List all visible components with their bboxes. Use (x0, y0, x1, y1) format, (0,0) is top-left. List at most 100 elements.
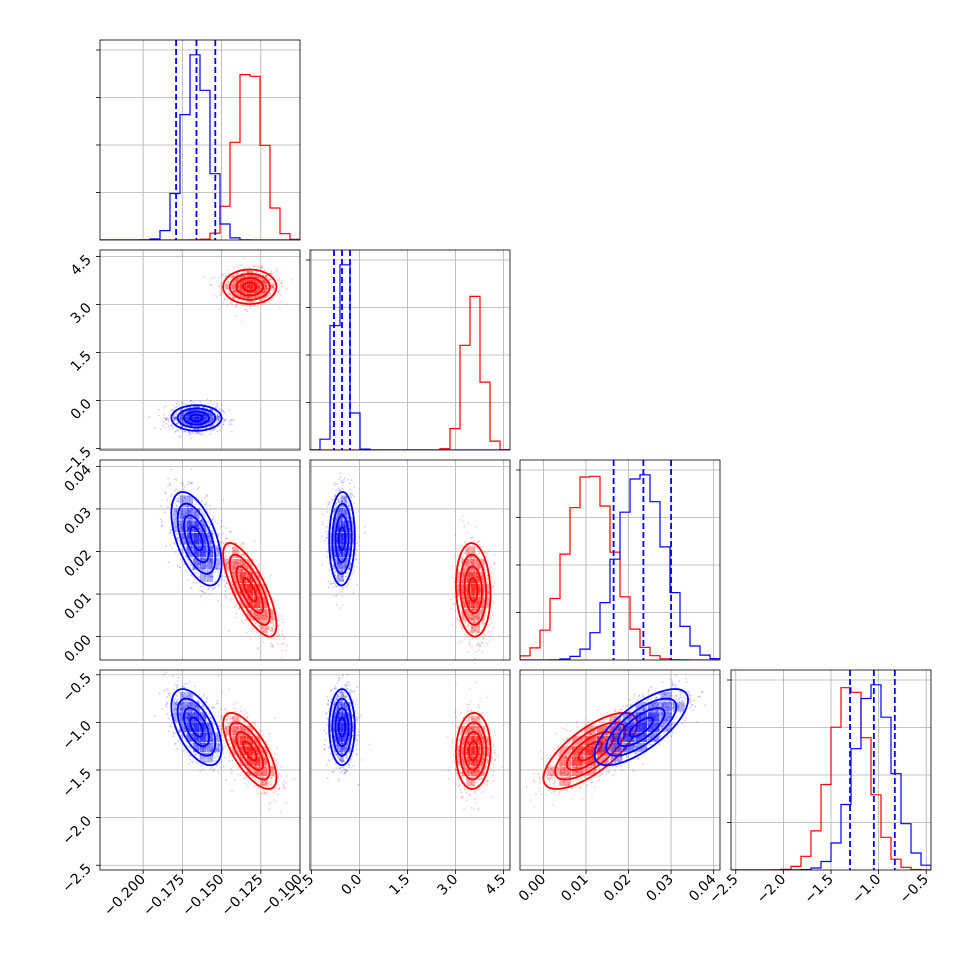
sample-point (479, 644, 482, 647)
sample-point (459, 518, 462, 521)
density-cell (200, 557, 207, 570)
sample-point (243, 543, 245, 545)
density-cell (200, 570, 207, 582)
density-cell (200, 545, 207, 558)
sample-point (252, 619, 255, 621)
sample-point (177, 496, 180, 499)
sample-point (271, 629, 274, 632)
sample-point (344, 499, 347, 502)
sample-point (226, 300, 229, 302)
sample-point (265, 285, 267, 287)
sample-point (180, 512, 183, 515)
sample-point (479, 610, 482, 613)
sample-point (465, 608, 468, 611)
sample-point (204, 577, 206, 580)
sample-point (286, 644, 289, 647)
sample-point (200, 590, 203, 593)
sample-point (209, 575, 212, 577)
sample-point (343, 509, 346, 512)
sample-point (347, 583, 349, 586)
sample-point (484, 634, 486, 636)
sample-point (487, 590, 490, 593)
sample-point (490, 573, 493, 575)
sample-point (278, 308, 281, 310)
sample-point (239, 295, 242, 297)
sample-point (205, 423, 208, 426)
sample-point (183, 563, 186, 565)
sample-point (240, 569, 242, 572)
density-cell (471, 583, 476, 596)
sample-point (216, 534, 219, 536)
sample-point (235, 583, 238, 586)
sample-point (221, 519, 224, 522)
density-cell (484, 596, 490, 609)
sample-point (270, 627, 273, 629)
sample-point (263, 615, 266, 618)
sample-point (235, 290, 238, 293)
density-cell (466, 571, 471, 584)
density-cell (206, 557, 213, 570)
sample-point (175, 504, 178, 507)
sample-point (358, 536, 361, 539)
sample-point (215, 415, 218, 417)
sample-point (181, 417, 184, 420)
sample-point (270, 299, 273, 302)
sample-point (216, 563, 219, 566)
density-cell (225, 559, 232, 571)
sample-point (476, 559, 478, 562)
sample-point (467, 532, 470, 534)
sample-point (176, 564, 179, 567)
sample-point (242, 271, 245, 273)
sample-point (210, 550, 212, 553)
sample-point (191, 508, 194, 511)
sample-point (216, 417, 218, 420)
sample-point (190, 517, 192, 520)
sample-point (182, 552, 185, 554)
sample-point (165, 492, 167, 495)
sample-point (193, 561, 196, 563)
sample-point (238, 569, 240, 571)
sample-point (355, 558, 357, 561)
sample-point (218, 307, 221, 310)
sample-point (178, 523, 181, 526)
contour-line (176, 502, 217, 575)
sample-point (240, 304, 243, 307)
sample-point (229, 302, 232, 304)
density-cell (461, 571, 467, 584)
sample-point (198, 563, 201, 566)
sample-point (463, 552, 466, 554)
sample-point (181, 526, 184, 529)
sample-point (461, 594, 463, 596)
sample-point (243, 563, 246, 565)
sample-point (234, 582, 237, 584)
sample-point (224, 590, 227, 592)
sample-point (239, 277, 242, 280)
sample-point (225, 537, 228, 540)
sample-point (247, 274, 250, 277)
sample-point (191, 559, 194, 561)
sample-point (217, 585, 220, 588)
sample-point (264, 302, 267, 305)
sample-point (174, 510, 177, 513)
sample-point (210, 558, 212, 561)
sample-point (177, 429, 179, 431)
sample-point (223, 285, 226, 287)
sample-point (257, 610, 260, 612)
sample-point (191, 568, 194, 571)
sample-point (223, 579, 226, 582)
sample-point (188, 431, 191, 433)
sample-point (232, 297, 235, 300)
sample-point (478, 564, 481, 567)
sample-point (265, 619, 268, 622)
sample-point (241, 569, 244, 571)
contour-line (459, 553, 488, 626)
sample-point (261, 291, 264, 293)
density-cell (186, 532, 193, 545)
sample-point (257, 647, 260, 649)
sample-point (341, 484, 344, 487)
sample-point (193, 409, 195, 411)
density-cell (267, 608, 275, 621)
sample-point (476, 562, 479, 565)
sample-point (173, 419, 175, 422)
sample-point (202, 558, 205, 561)
